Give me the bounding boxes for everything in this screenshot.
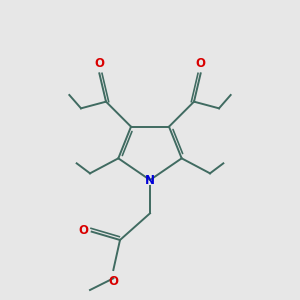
Text: N: N bbox=[145, 173, 155, 187]
Text: O: O bbox=[108, 275, 118, 288]
Text: O: O bbox=[78, 224, 88, 236]
Text: O: O bbox=[196, 57, 206, 70]
Text: O: O bbox=[94, 57, 104, 70]
